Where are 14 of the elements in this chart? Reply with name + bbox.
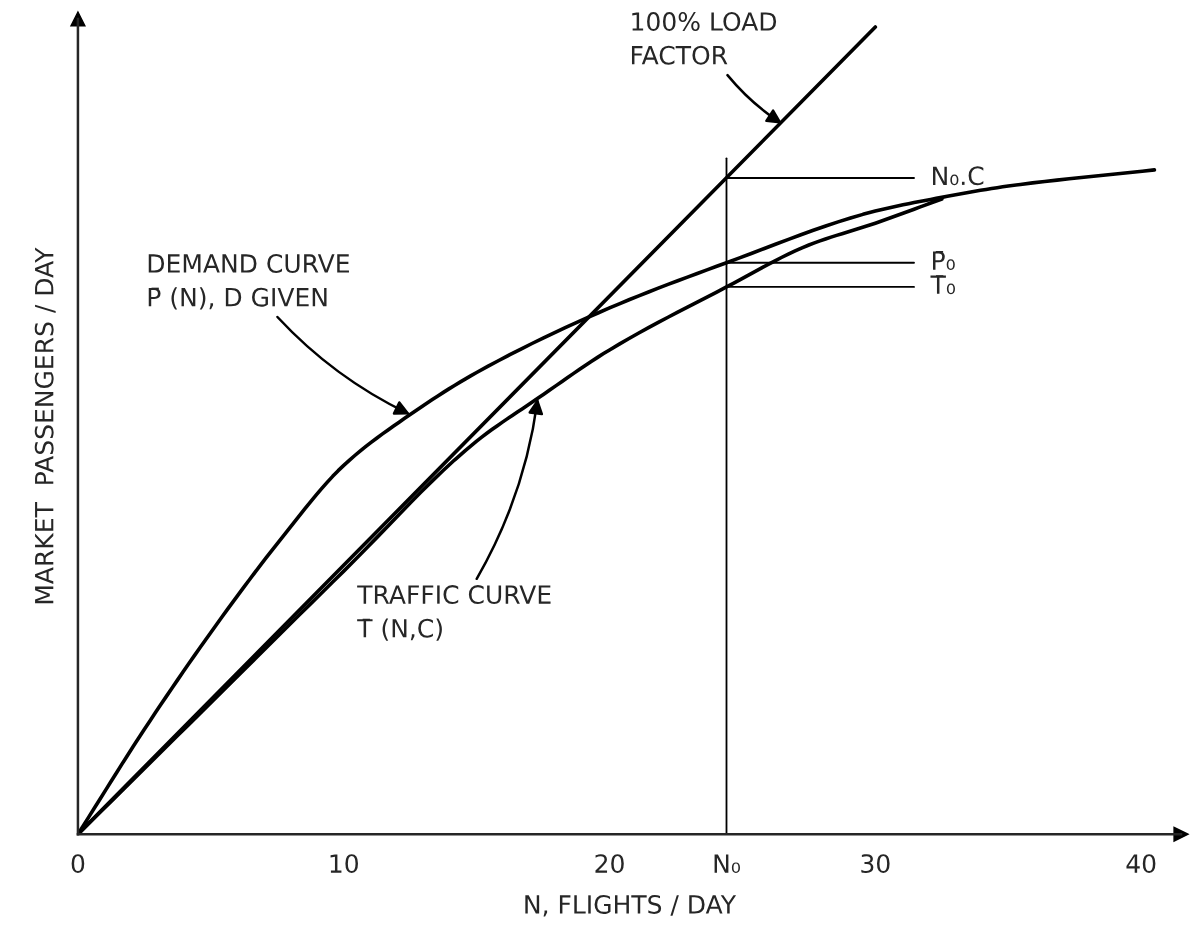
x-tick-label: N₀ xyxy=(714,854,740,873)
x-tick-label: 20 xyxy=(595,854,624,874)
y-axis-title: MARKET PASSENGERS / DAY xyxy=(34,247,56,604)
annotation: DEMAND CURVE P̄ (N), D GIVEN xyxy=(148,254,349,310)
annotation: TRAFFIC CURVE T̄ (N,C) xyxy=(357,585,551,641)
x-axis-title: N, FLIGHTS / DAY xyxy=(525,894,737,917)
x-tick-label: 30 xyxy=(861,854,890,874)
ref-line-label: P̄₀ xyxy=(933,251,955,270)
annotation: 100% LOAD FACTOR xyxy=(631,12,777,65)
ref-line-label: T̄₀ xyxy=(930,275,955,295)
ref-line-label: N₀.C xyxy=(933,166,984,186)
x-tick-label: 0 xyxy=(71,854,85,874)
x-tick-label: 10 xyxy=(330,854,358,874)
x-tick-label: 40 xyxy=(1126,854,1156,874)
